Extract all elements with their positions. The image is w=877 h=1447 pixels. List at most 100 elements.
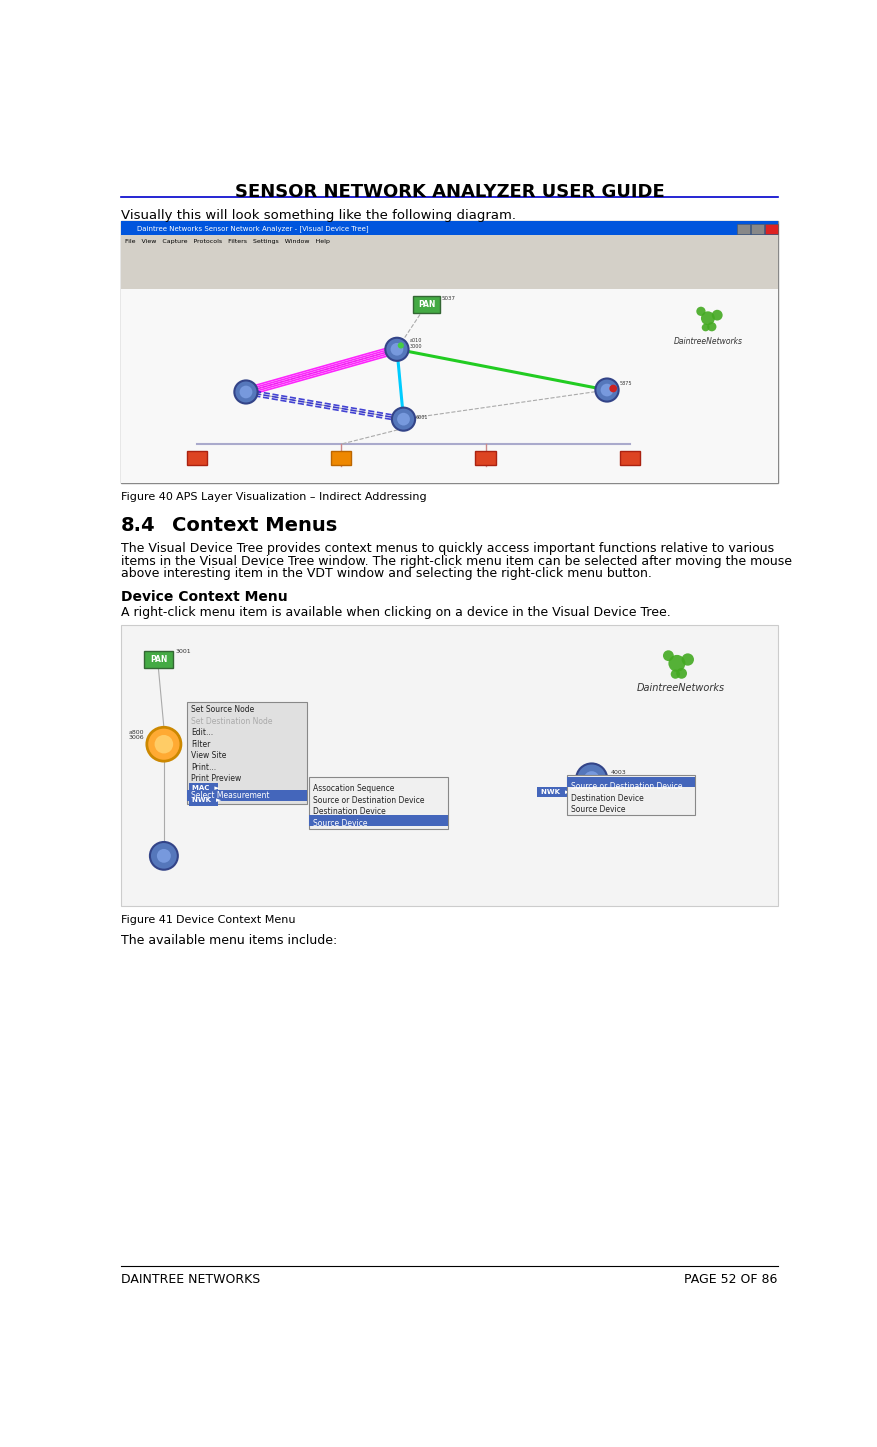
Text: Filter: Filter: [191, 739, 210, 748]
Text: Source Device: Source Device: [571, 805, 625, 815]
Circle shape: [696, 307, 706, 315]
Bar: [187, 702, 307, 803]
Circle shape: [146, 728, 181, 761]
Circle shape: [601, 383, 613, 396]
Bar: [309, 815, 448, 826]
Bar: [620, 451, 640, 464]
Circle shape: [157, 849, 171, 862]
Text: PAN: PAN: [150, 655, 168, 664]
Text: a800
3006: a800 3006: [129, 729, 145, 741]
Text: 3001: 3001: [175, 650, 191, 654]
Text: NWK  ►: NWK ►: [192, 797, 221, 803]
Bar: [121, 221, 778, 236]
Text: DaintreeNetworks: DaintreeNetworks: [674, 337, 743, 346]
Text: Visually this will look something like the following diagram.: Visually this will look something like t…: [121, 208, 517, 221]
Text: 6001: 6001: [416, 415, 428, 420]
Text: 8.4: 8.4: [121, 515, 156, 534]
Text: DAINTREE NETWORKS: DAINTREE NETWORKS: [121, 1273, 260, 1286]
Text: 5875: 5875: [619, 382, 632, 386]
Bar: [187, 790, 307, 802]
Text: Source or Destination Device: Source or Destination Device: [313, 796, 424, 805]
Text: The available menu items include:: The available menu items include:: [121, 935, 338, 948]
Text: The Visual Device Tree provides context menus to quickly access important functi: The Visual Device Tree provides context …: [121, 543, 774, 556]
Circle shape: [390, 343, 403, 356]
Text: Destination Device: Destination Device: [313, 807, 385, 816]
Circle shape: [702, 324, 709, 331]
Text: DaintreeNetworks: DaintreeNetworks: [637, 683, 725, 693]
Circle shape: [239, 386, 253, 398]
Text: Figure 40: Figure 40: [121, 492, 173, 502]
Bar: [187, 451, 207, 464]
Circle shape: [712, 310, 723, 321]
Circle shape: [701, 311, 715, 326]
Bar: [475, 451, 496, 464]
Text: SENSOR NETWORK ANALYZER USER GUIDE: SENSOR NETWORK ANALYZER USER GUIDE: [234, 182, 665, 201]
Circle shape: [663, 650, 674, 661]
Circle shape: [707, 323, 717, 331]
Bar: [121, 625, 778, 906]
Bar: [144, 651, 173, 669]
Circle shape: [584, 771, 599, 787]
Bar: [309, 790, 346, 802]
Text: File   View   Capture   Protocols   Filters   Settings   Window   Help: File View Capture Protocols Filters Sett…: [125, 239, 330, 245]
Text: a010
3000: a010 3000: [410, 337, 422, 349]
Text: items in the Visual Device Tree window. The right-click menu item can be selecte: items in the Visual Device Tree window. …: [121, 554, 792, 567]
Circle shape: [392, 408, 415, 431]
Text: Figure 41: Figure 41: [121, 915, 173, 925]
Text: PAGE 52 OF 86: PAGE 52 OF 86: [684, 1273, 778, 1286]
Text: 5037: 5037: [442, 297, 456, 301]
Text: Device Context Menu: Device Context Menu: [121, 590, 288, 605]
Text: Print...: Print...: [191, 763, 216, 771]
Text: Device: Device: [316, 793, 339, 799]
Bar: [567, 777, 695, 787]
Text: PAN: PAN: [417, 300, 435, 310]
Text: Select Measurement: Select Measurement: [191, 792, 269, 800]
Circle shape: [150, 842, 178, 870]
Bar: [121, 289, 778, 483]
Bar: [309, 777, 448, 829]
Bar: [413, 297, 439, 313]
Bar: [121, 275, 778, 289]
Circle shape: [671, 670, 680, 679]
Circle shape: [154, 735, 173, 754]
Text: APS Layer Visualization – Indirect Addressing: APS Layer Visualization – Indirect Addre…: [175, 492, 426, 502]
Circle shape: [610, 385, 617, 392]
Bar: [538, 787, 567, 797]
Text: View Site: View Site: [191, 751, 226, 760]
Text: A right-click menu item is available when clicking on a device in the Visual Dev: A right-click menu item is available whe…: [121, 606, 671, 619]
Bar: [121, 262, 778, 275]
Text: Device Context Menu: Device Context Menu: [175, 915, 295, 925]
Text: 4003: 4003: [610, 770, 626, 776]
Text: Source or Destination Device: Source or Destination Device: [571, 781, 682, 792]
Circle shape: [234, 381, 258, 404]
Bar: [738, 224, 750, 234]
Bar: [766, 224, 778, 234]
Text: Edit...: Edit...: [191, 728, 213, 737]
Circle shape: [398, 343, 404, 349]
Text: Destination Device: Destination Device: [571, 793, 644, 803]
Text: Assocation Sequence: Assocation Sequence: [313, 784, 394, 793]
Text: Context Menus: Context Menus: [172, 515, 337, 534]
Circle shape: [595, 379, 618, 402]
Text: Set Source Node: Set Source Node: [191, 705, 254, 713]
Bar: [567, 776, 695, 815]
Text: Daintree Networks Sensor Network Analyzer - [Visual Device Tree]: Daintree Networks Sensor Network Analyze…: [137, 224, 368, 232]
Circle shape: [676, 669, 687, 679]
Circle shape: [385, 337, 409, 360]
Text: Set Destination Node: Set Destination Node: [191, 716, 273, 725]
Bar: [121, 236, 778, 247]
Bar: [189, 794, 218, 806]
Text: above interesting item in the VDT window and selecting the right-click menu butt: above interesting item in the VDT window…: [121, 567, 652, 580]
Bar: [189, 783, 218, 793]
Text: Print Preview: Print Preview: [191, 774, 241, 783]
Circle shape: [576, 764, 607, 794]
Text: MAC  ►: MAC ►: [192, 786, 219, 792]
Circle shape: [397, 412, 410, 425]
Bar: [121, 247, 778, 262]
Text: NWK  ►: NWK ►: [540, 789, 570, 794]
Circle shape: [681, 654, 694, 666]
Bar: [332, 451, 351, 464]
Circle shape: [668, 655, 686, 671]
Text: Source Device: Source Device: [313, 819, 367, 828]
Bar: [752, 224, 764, 234]
